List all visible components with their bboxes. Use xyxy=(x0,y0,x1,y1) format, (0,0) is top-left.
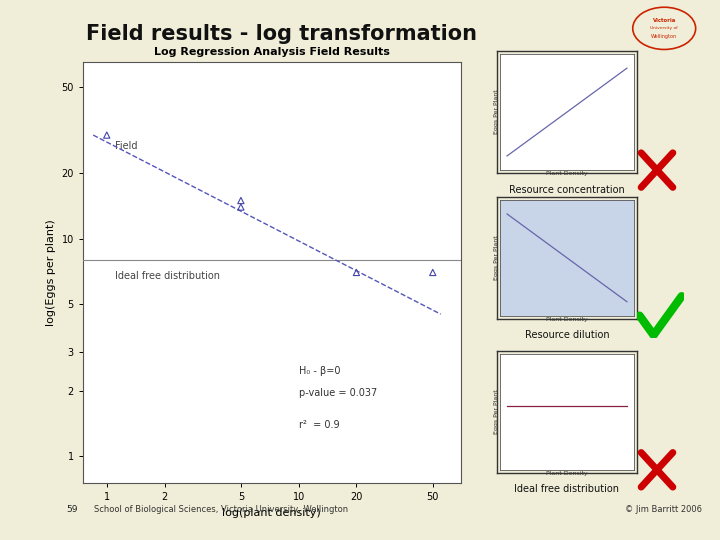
X-axis label: Plant Density: Plant Density xyxy=(546,318,588,322)
Text: Ideal free distribution: Ideal free distribution xyxy=(515,484,619,495)
Text: 59: 59 xyxy=(66,505,78,514)
Text: p-value = 0.037: p-value = 0.037 xyxy=(299,388,377,397)
Point xyxy=(351,268,362,277)
Point xyxy=(427,268,438,277)
Y-axis label: Eggs Per Plant: Eggs Per Plant xyxy=(494,235,499,280)
X-axis label: Plant Density: Plant Density xyxy=(546,471,588,476)
Y-axis label: Eggs Per Plant: Eggs Per Plant xyxy=(494,90,499,134)
Y-axis label: Eggs Per Plant: Eggs Per Plant xyxy=(494,389,499,434)
Text: © Jim Barritt 2006: © Jim Barritt 2006 xyxy=(625,505,702,514)
Text: Wellington: Wellington xyxy=(651,34,678,39)
Text: Resource dilution: Resource dilution xyxy=(525,330,609,341)
Text: School of Biological Sciences, Victoria University, Wellington: School of Biological Sciences, Victoria … xyxy=(94,505,348,514)
Text: Field: Field xyxy=(114,140,138,151)
X-axis label: log(plant density): log(plant density) xyxy=(222,508,321,518)
Point xyxy=(235,196,247,205)
Point xyxy=(101,131,112,139)
X-axis label: Plant Density: Plant Density xyxy=(546,172,588,177)
Text: Ideal free distribution: Ideal free distribution xyxy=(114,272,220,281)
Text: Victoria: Victoria xyxy=(652,18,676,23)
Text: H₀ - β=0: H₀ - β=0 xyxy=(299,366,340,375)
Text: University of: University of xyxy=(650,26,678,30)
Title: Log Regression Analysis Field Results: Log Regression Analysis Field Results xyxy=(154,47,390,57)
Y-axis label: log(Eggs per plant): log(Eggs per plant) xyxy=(46,219,56,326)
Point xyxy=(235,202,247,211)
Text: r²  = 0.9: r² = 0.9 xyxy=(299,420,339,430)
Text: Field results - log transformation: Field results - log transformation xyxy=(86,24,477,44)
Text: Resource concentration: Resource concentration xyxy=(509,185,625,195)
